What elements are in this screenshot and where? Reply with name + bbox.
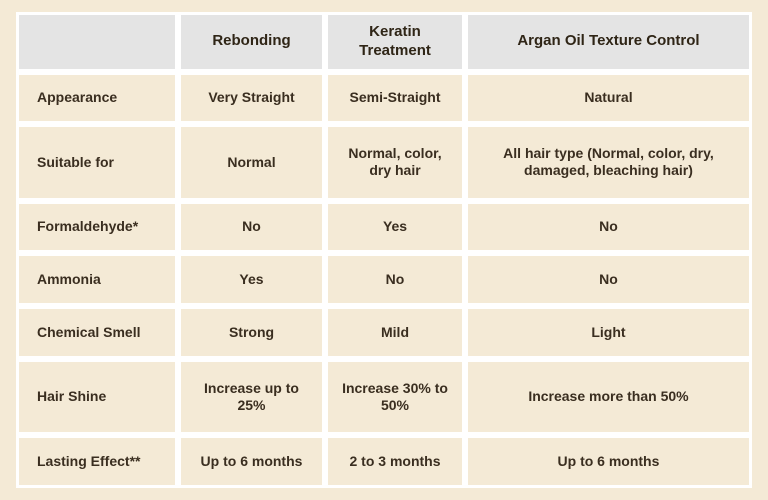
cell: Semi-Straight xyxy=(325,72,465,125)
comparison-table-container: Rebonding Keratin Treatment Argan Oil Te… xyxy=(0,0,768,500)
col-header-argan: Argan Oil Texture Control xyxy=(465,12,752,72)
cell: Increase 30% to 50% xyxy=(325,359,465,435)
cell: Yes xyxy=(325,201,465,254)
table-row: Ammonia Yes No No xyxy=(16,253,752,306)
row-label: Formaldehyde* xyxy=(16,201,178,254)
cell: Natural xyxy=(465,72,752,125)
row-label: Chemical Smell xyxy=(16,306,178,359)
table-row: Formaldehyde* No Yes No xyxy=(16,201,752,254)
cell: No xyxy=(465,201,752,254)
cell: Increase more than 50% xyxy=(465,359,752,435)
row-label: Lasting Effect** xyxy=(16,435,178,488)
row-label: Appearance xyxy=(16,72,178,125)
cell: Strong xyxy=(178,306,325,359)
table-header-row: Rebonding Keratin Treatment Argan Oil Te… xyxy=(16,12,752,72)
table-row: Lasting Effect** Up to 6 months 2 to 3 m… xyxy=(16,435,752,488)
cell: 2 to 3 months xyxy=(325,435,465,488)
cell: Normal, color, dry hair xyxy=(325,124,465,200)
cell: No xyxy=(465,253,752,306)
row-label: Hair Shine xyxy=(16,359,178,435)
cell: No xyxy=(178,201,325,254)
table-row: Hair Shine Increase up to 25% Increase 3… xyxy=(16,359,752,435)
cell: Mild xyxy=(325,306,465,359)
table-row: Suitable for Normal Normal, color, dry h… xyxy=(16,124,752,200)
cell: Up to 6 months xyxy=(465,435,752,488)
cell: Very Straight xyxy=(178,72,325,125)
cell: Yes xyxy=(178,253,325,306)
cell: Increase up to 25% xyxy=(178,359,325,435)
row-label: Ammonia xyxy=(16,253,178,306)
cell: All hair type (Normal, color, dry, damag… xyxy=(465,124,752,200)
cell: No xyxy=(325,253,465,306)
table-row: Appearance Very Straight Semi-Straight N… xyxy=(16,72,752,125)
col-header-empty xyxy=(16,12,178,72)
cell: Normal xyxy=(178,124,325,200)
col-header-rebonding: Rebonding xyxy=(178,12,325,72)
cell: Up to 6 months xyxy=(178,435,325,488)
comparison-table: Rebonding Keratin Treatment Argan Oil Te… xyxy=(16,12,752,488)
cell: Light xyxy=(465,306,752,359)
col-header-keratin: Keratin Treatment xyxy=(325,12,465,72)
table-row: Chemical Smell Strong Mild Light xyxy=(16,306,752,359)
row-label: Suitable for xyxy=(16,124,178,200)
